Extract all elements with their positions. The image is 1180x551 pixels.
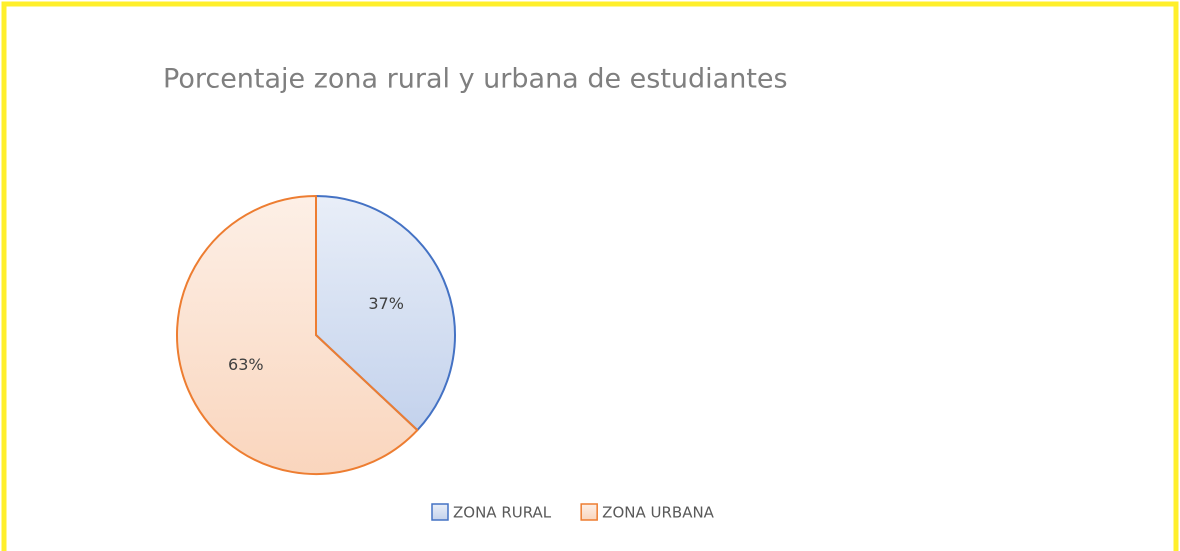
pie-slice bbox=[176, 195, 419, 475]
legend-label: ZONA RURAL bbox=[453, 504, 552, 522]
legend-label: ZONA URBANA bbox=[602, 504, 715, 522]
data-label: 63% bbox=[228, 355, 264, 374]
legend-swatch bbox=[580, 503, 598, 521]
legend: ZONA RURAL ZONA URBANA bbox=[431, 503, 715, 522]
data-label: 37% bbox=[368, 294, 404, 313]
chart-title: Porcentaje zona rural y urbana de estudi… bbox=[163, 64, 788, 95]
pie-slice bbox=[315, 195, 456, 432]
pie: 37% 63% bbox=[176, 195, 456, 475]
legend-swatch bbox=[431, 503, 449, 521]
